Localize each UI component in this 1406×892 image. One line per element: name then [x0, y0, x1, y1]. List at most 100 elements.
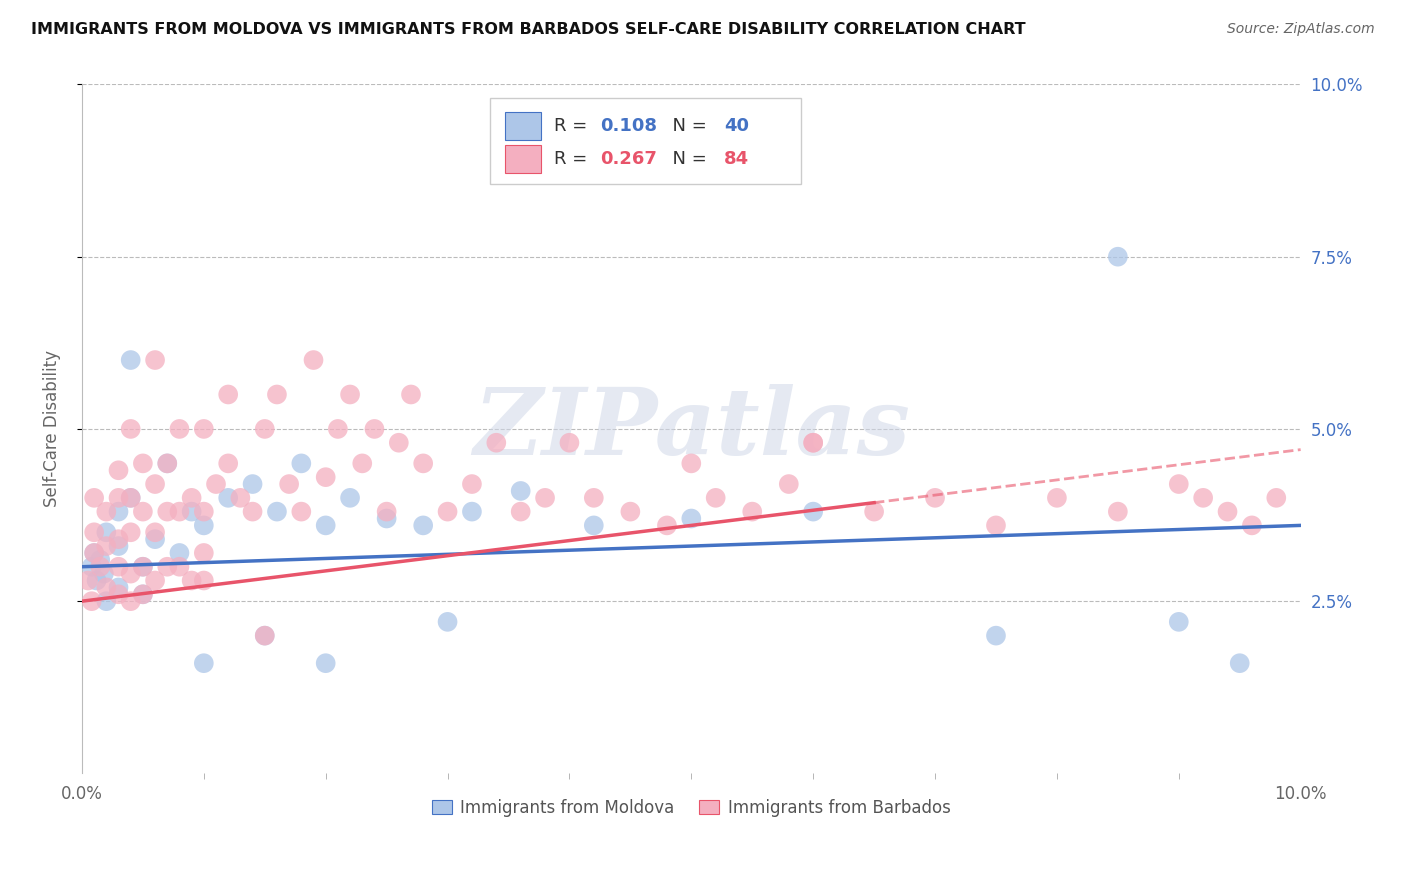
Point	[217, 456, 239, 470]
Point	[217, 491, 239, 505]
Point	[704, 491, 727, 505]
Point	[801, 505, 824, 519]
Point	[924, 491, 946, 505]
Point	[619, 505, 641, 519]
Point	[193, 656, 215, 670]
Point	[96, 525, 118, 540]
Text: ZIPatlas: ZIPatlas	[472, 384, 910, 474]
Point	[96, 505, 118, 519]
Point	[80, 559, 103, 574]
Text: 40: 40	[724, 117, 749, 135]
Point	[80, 594, 103, 608]
Point	[375, 511, 398, 525]
Point	[582, 491, 605, 505]
Point	[169, 505, 191, 519]
Point	[681, 511, 703, 525]
Point	[741, 505, 763, 519]
Point	[290, 505, 312, 519]
Point	[83, 525, 105, 540]
Point	[107, 539, 129, 553]
Point	[132, 456, 155, 470]
FancyBboxPatch shape	[505, 112, 541, 139]
Point	[89, 553, 111, 567]
Point	[193, 422, 215, 436]
Point	[107, 505, 129, 519]
Point	[107, 559, 129, 574]
Point	[1107, 505, 1129, 519]
Point	[143, 532, 166, 546]
Point	[193, 518, 215, 533]
Point	[436, 615, 458, 629]
Point	[169, 546, 191, 560]
Point	[156, 456, 179, 470]
Point	[509, 483, 531, 498]
Point	[193, 505, 215, 519]
Point	[143, 353, 166, 368]
Text: Source: ZipAtlas.com: Source: ZipAtlas.com	[1227, 22, 1375, 37]
Text: 84: 84	[724, 150, 749, 168]
Point	[107, 587, 129, 601]
Point	[120, 491, 142, 505]
Point	[143, 525, 166, 540]
Point	[1107, 250, 1129, 264]
Point	[375, 505, 398, 519]
Point	[363, 422, 385, 436]
Point	[315, 656, 337, 670]
Point	[253, 629, 276, 643]
Point	[86, 574, 108, 588]
Point	[1216, 505, 1239, 519]
Point	[180, 574, 202, 588]
Point	[93, 566, 115, 581]
Point	[436, 505, 458, 519]
Point	[120, 353, 142, 368]
Text: IMMIGRANTS FROM MOLDOVA VS IMMIGRANTS FROM BARBADOS SELF-CARE DISABILITY CORRELA: IMMIGRANTS FROM MOLDOVA VS IMMIGRANTS FR…	[31, 22, 1025, 37]
Point	[132, 559, 155, 574]
Point	[278, 477, 301, 491]
Point	[266, 387, 288, 401]
Point	[193, 546, 215, 560]
Point	[681, 456, 703, 470]
Point	[461, 505, 484, 519]
Point	[412, 518, 434, 533]
Point	[120, 594, 142, 608]
Point	[132, 559, 155, 574]
Point	[107, 581, 129, 595]
Point	[1265, 491, 1288, 505]
Point	[290, 456, 312, 470]
Point	[984, 629, 1007, 643]
Point	[83, 546, 105, 560]
Point	[180, 491, 202, 505]
Text: N =: N =	[661, 150, 713, 168]
Point	[461, 477, 484, 491]
Point	[156, 505, 179, 519]
Point	[107, 463, 129, 477]
Point	[339, 387, 361, 401]
Point	[169, 422, 191, 436]
FancyBboxPatch shape	[491, 98, 801, 185]
Point	[801, 435, 824, 450]
Point	[863, 505, 886, 519]
Point	[120, 525, 142, 540]
Point	[509, 505, 531, 519]
Point	[778, 477, 800, 491]
Text: N =: N =	[661, 117, 713, 135]
Point	[242, 505, 264, 519]
Point	[120, 422, 142, 436]
Text: 0.108: 0.108	[600, 117, 657, 135]
Point	[96, 594, 118, 608]
Point	[1240, 518, 1263, 533]
Point	[534, 491, 557, 505]
Point	[143, 477, 166, 491]
Point	[253, 422, 276, 436]
Point	[77, 574, 100, 588]
Point	[302, 353, 325, 368]
Point	[801, 435, 824, 450]
Point	[266, 505, 288, 519]
Point	[205, 477, 228, 491]
Point	[132, 587, 155, 601]
Point	[253, 629, 276, 643]
Point	[1192, 491, 1215, 505]
Point	[96, 539, 118, 553]
Point	[180, 505, 202, 519]
Point	[388, 435, 411, 450]
